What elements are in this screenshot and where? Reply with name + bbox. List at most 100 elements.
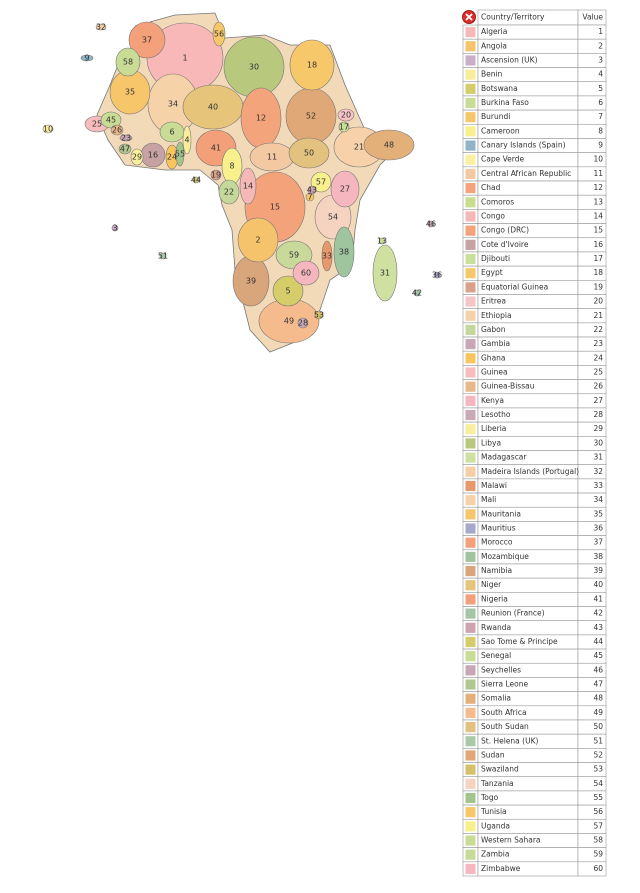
map-label: 43 — [307, 186, 317, 195]
map-label: 45 — [106, 116, 116, 125]
country-value: 49 — [593, 708, 603, 717]
country-value: 40 — [593, 580, 603, 589]
color-chip — [465, 565, 476, 577]
country-shape — [378, 237, 386, 245]
color-chip — [465, 353, 476, 364]
country-name: South Africa — [481, 708, 527, 717]
color-chip — [465, 409, 476, 421]
country-name: Mali — [481, 495, 496, 504]
map-label: 18 — [307, 61, 317, 70]
color-chip — [465, 239, 476, 250]
country-name: Equatorial Guinea — [481, 282, 548, 291]
country-value: 51 — [593, 736, 603, 745]
map-label: 20 — [341, 111, 351, 120]
country-name: Ascension (UK) — [481, 55, 538, 64]
country-name: Burundi — [481, 112, 510, 121]
country-shape — [413, 289, 421, 297]
country-value: 10 — [593, 155, 603, 164]
country-name: Mauritania — [481, 509, 521, 518]
country-value: 2 — [598, 41, 603, 50]
country-shape — [363, 129, 415, 161]
country-name: Morocco — [481, 538, 513, 547]
map-label: 39 — [246, 277, 256, 286]
color-chip — [465, 509, 476, 520]
color-chip — [465, 480, 476, 492]
color-chip — [465, 126, 476, 137]
country-shape — [128, 21, 166, 59]
country-name: Senegal — [481, 651, 511, 660]
country-value: 4 — [598, 70, 603, 79]
color-chip — [465, 849, 476, 860]
country-shape — [310, 171, 332, 193]
country-value: 24 — [593, 353, 603, 362]
country-name: Eritrea — [481, 297, 506, 306]
map-label: 9 — [84, 54, 89, 63]
color-chip — [465, 466, 476, 477]
country-shape — [337, 108, 355, 122]
color-chip — [465, 367, 476, 378]
country-shape — [288, 137, 330, 169]
country-name: Botswana — [481, 84, 518, 93]
country-shape — [433, 271, 441, 279]
color-chip — [465, 594, 476, 605]
color-chip — [465, 679, 476, 690]
country-name: Cape Verde — [481, 155, 524, 164]
country-value: 9 — [598, 141, 603, 150]
country-value: 3 — [598, 55, 603, 64]
country-shape — [292, 260, 320, 286]
map-label: 15 — [270, 203, 280, 212]
map-label: 48 — [384, 141, 394, 150]
color-chip — [465, 622, 476, 633]
map-label: 27 — [340, 185, 350, 194]
country-value: 27 — [593, 396, 603, 405]
country-name: Congo (DRC) — [481, 226, 529, 235]
value-cell — [577, 861, 607, 877]
map-label: 44 — [191, 176, 201, 185]
color-chip — [465, 778, 476, 789]
country-shape — [289, 39, 335, 91]
country-name: Ethiopia — [481, 311, 512, 320]
map-label: 24 — [167, 153, 177, 162]
map-label: 42 — [412, 289, 422, 298]
country-value: 8 — [598, 126, 603, 135]
country-name: Cameroon — [481, 126, 520, 135]
country-shape — [212, 21, 226, 47]
map-label: 5 — [285, 287, 290, 296]
map-label: 29 — [132, 153, 142, 162]
header-value: Value — [582, 13, 603, 22]
country-value: 13 — [593, 197, 603, 206]
map-label: 21 — [354, 143, 364, 152]
color-chip — [465, 211, 476, 222]
color-chip — [465, 282, 476, 293]
country-value: 36 — [593, 524, 603, 533]
color-chip — [465, 69, 476, 80]
header-country: Country/Territory — [481, 13, 545, 22]
country-value: 35 — [593, 509, 603, 518]
country-name: Zambia — [481, 850, 509, 859]
color-chip — [465, 750, 476, 761]
map-label: 37 — [142, 36, 152, 45]
country-name: Mauritius — [481, 524, 516, 533]
country-name: Comoros — [481, 197, 514, 206]
color-chip — [465, 83, 476, 94]
country-value: 32 — [593, 467, 603, 476]
country-shape — [111, 224, 119, 232]
map-label: 36 — [432, 271, 442, 280]
country-value: 15 — [593, 226, 603, 235]
color-chip — [465, 736, 476, 747]
color-chip — [465, 381, 476, 392]
country-value: 38 — [593, 552, 603, 561]
color-chip — [465, 310, 476, 321]
country-name: Malawi — [481, 481, 507, 490]
map-label: 17 — [339, 123, 349, 132]
country-value: 23 — [593, 339, 603, 348]
country-value: 43 — [593, 623, 603, 632]
map-label: 26 — [112, 126, 122, 135]
country-name: Guinea-Bissau — [481, 382, 535, 391]
country-name: Swaziland — [481, 765, 519, 774]
color-chip — [465, 55, 476, 66]
country-name: Guinea — [481, 367, 508, 376]
country-name: Cote d'Ivoire — [481, 240, 529, 249]
country-name: Libya — [481, 438, 501, 447]
